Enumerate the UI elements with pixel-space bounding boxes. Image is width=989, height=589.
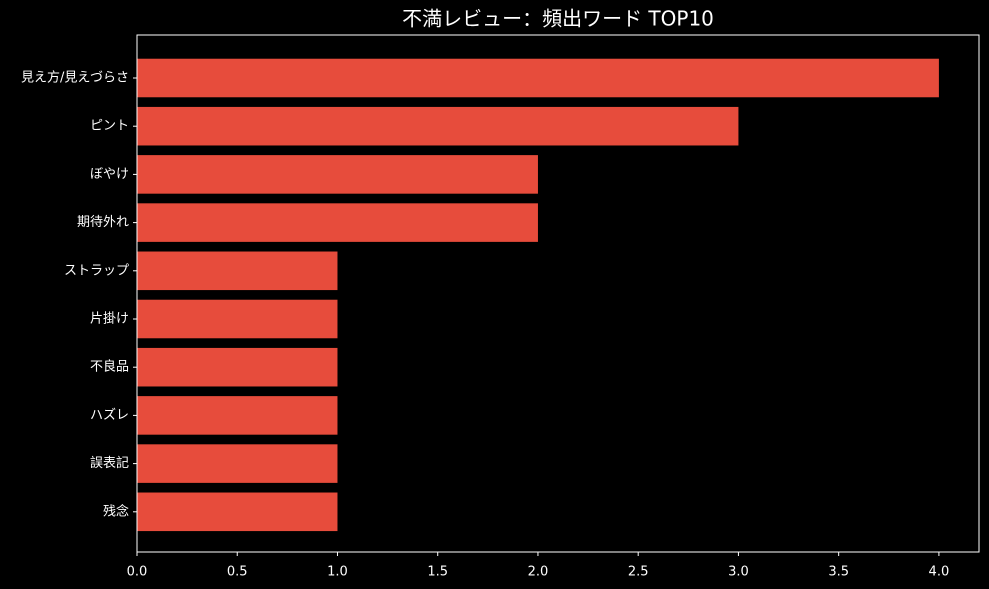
plot-frame bbox=[136, 34, 980, 553]
bar bbox=[137, 106, 739, 146]
y-tick-label: 不良品 bbox=[90, 359, 129, 375]
y-tick-label: ピント bbox=[90, 119, 129, 134]
bar bbox=[137, 347, 338, 387]
x-tick-label: 1.5 bbox=[427, 565, 448, 580]
y-tick-label: 誤表記 bbox=[90, 455, 129, 471]
bar bbox=[137, 492, 338, 532]
y-tick-label: ぼやけ bbox=[90, 167, 129, 182]
y-tick-label: ストラップ bbox=[64, 263, 129, 278]
x-tick-label: 0.5 bbox=[227, 565, 248, 580]
bar bbox=[137, 299, 338, 339]
chart-title: 不満レビュー：頻出ワード TOP10 bbox=[402, 7, 714, 31]
x-tick-label: 3.5 bbox=[828, 565, 849, 580]
x-tick-label: 0.0 bbox=[127, 565, 148, 580]
x-tick-label: 4.0 bbox=[929, 565, 950, 580]
x-tick-label: 1.0 bbox=[327, 565, 348, 580]
bar bbox=[137, 155, 538, 194]
y-tick-label: 期待外れ bbox=[77, 215, 129, 230]
bar bbox=[137, 203, 538, 242]
bar bbox=[137, 396, 338, 435]
bar bbox=[137, 58, 939, 98]
bar bbox=[137, 251, 338, 291]
bar bbox=[137, 444, 338, 483]
y-tick-label: 片掛け bbox=[90, 312, 129, 327]
y-tick-label: 見え方/見えづらさ bbox=[21, 70, 129, 86]
x-tick-label: 2.0 bbox=[528, 565, 549, 580]
x-tick-label: 2.5 bbox=[628, 565, 649, 580]
x-tick-label: 3.0 bbox=[728, 565, 749, 580]
y-tick-label: ハズレ bbox=[90, 407, 129, 423]
y-tick-label: 残念 bbox=[103, 503, 129, 519]
